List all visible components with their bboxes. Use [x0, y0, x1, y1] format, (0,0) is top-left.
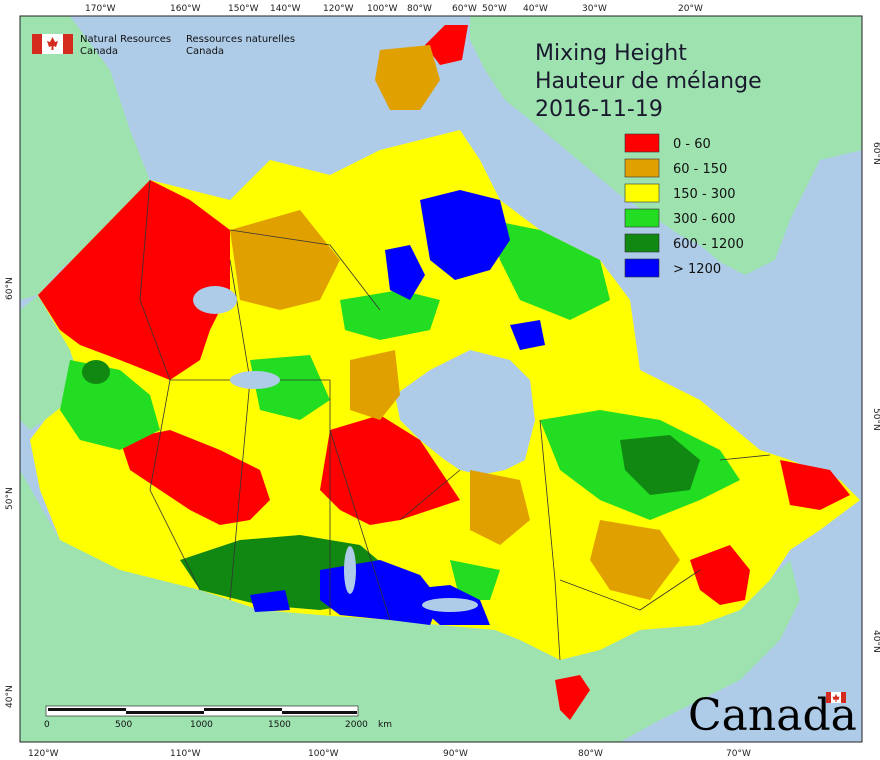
title-date: 2016-11-19	[535, 97, 663, 122]
map-border	[19, 15, 863, 743]
red-ontario	[320, 415, 460, 525]
legend-swatch	[624, 208, 660, 228]
hudson-bay	[395, 350, 535, 475]
alaska	[20, 16, 150, 300]
legend-swatch	[624, 133, 660, 153]
red-nb-ns	[690, 545, 750, 605]
right-tick-labels: 60°N 50°N 40°N	[871, 142, 880, 653]
left-tick-labels: 60°N 50°N 40°N	[5, 277, 15, 708]
orange-quebec-south	[590, 520, 680, 600]
bottom-tick: 120°W	[28, 749, 59, 759]
wordmark-flag-icon	[826, 692, 846, 703]
bottom-tick: 80°W	[578, 749, 603, 759]
left-tick: 60°N	[5, 277, 15, 300]
green-nwt	[250, 355, 330, 420]
green-bc	[60, 360, 160, 450]
provincial-borders	[139, 179, 771, 661]
legend-label: 60 - 150	[673, 162, 727, 177]
blue-baffin	[420, 190, 510, 280]
agency-header: Natural Resources Canada Ressources natu…	[32, 34, 295, 57]
right-tick: 40°N	[871, 630, 880, 653]
left-tick: 40°N	[5, 685, 15, 708]
map-title: Mixing Height Hauteur de mélange 2016-11…	[535, 41, 762, 122]
legend-label: 150 - 300	[673, 187, 736, 202]
left-tick: 50°N	[5, 487, 15, 510]
top-tick: 140°W	[270, 4, 301, 14]
agency-en-line1: Natural Resources	[80, 34, 171, 45]
top-tick: 40°W	[523, 4, 548, 14]
blue-bc-south	[250, 590, 290, 612]
orange-arctic	[375, 45, 440, 110]
great-bear-lake	[193, 286, 237, 314]
bottom-tick: 90°W	[443, 749, 468, 759]
scale-bar: 0 500 1000 1500 2000 km	[44, 705, 392, 730]
agency-fr-line1: Ressources naturelles	[186, 34, 295, 45]
green-south-ontario	[450, 560, 500, 600]
top-tick: 150°W	[228, 4, 259, 14]
top-tick: 50°W	[482, 4, 507, 14]
legend-swatch	[624, 158, 660, 178]
top-tick-labels: 170°W 160°W 150°W 140°W 120°W 100°W 80°W…	[85, 4, 703, 14]
lake-winnipeg	[344, 546, 356, 594]
lake-superior	[422, 598, 478, 612]
bottom-tick: 100°W	[308, 749, 339, 759]
canada-flag-icon	[32, 34, 73, 54]
blue-arctic-island	[385, 245, 425, 300]
top-tick: 80°W	[407, 4, 432, 14]
scale-unit: km	[378, 720, 392, 730]
legend-label: > 1200	[673, 262, 721, 277]
right-tick: 50°N	[871, 408, 880, 431]
agency-en-line2: Canada	[80, 46, 118, 57]
legend: 0 - 60 60 - 150 150 - 300 300 - 600 600 - 12…	[624, 133, 744, 278]
scale-label: 0	[44, 720, 50, 730]
agency-fr-line2: Canada	[186, 46, 224, 57]
top-tick: 120°W	[323, 4, 354, 14]
title-en: Mixing Height	[535, 41, 687, 66]
legend-swatch	[624, 233, 660, 253]
blue-foxe	[510, 320, 545, 350]
scale-label: 2000	[345, 720, 368, 730]
top-tick: 160°W	[170, 4, 201, 14]
greenland	[470, 16, 862, 275]
scale-label: 1500	[268, 720, 291, 730]
scale-label: 1000	[190, 720, 213, 730]
top-tick: 30°W	[582, 4, 607, 14]
bottom-tick: 70°W	[726, 749, 751, 759]
orange-nwt-strip	[230, 210, 340, 310]
darkgreen-quebec	[620, 435, 700, 495]
red-ellesmere	[425, 25, 468, 65]
right-tick: 60°N	[871, 142, 880, 165]
red-prairies	[120, 430, 270, 525]
top-tick: 170°W	[85, 4, 116, 14]
orange-manitoba	[350, 350, 400, 420]
great-slave-lake	[230, 371, 280, 389]
red-sw-ontario	[555, 675, 590, 720]
legend-swatch	[624, 258, 660, 278]
legend-swatch	[624, 183, 660, 203]
scale-label: 500	[115, 720, 132, 730]
top-tick: 100°W	[367, 4, 398, 14]
green-arctic-islands	[340, 290, 440, 340]
top-tick: 20°W	[678, 4, 703, 14]
bottom-tick: 110°W	[170, 749, 201, 759]
title-fr: Hauteur de mélange	[535, 69, 762, 94]
green-baffin	[490, 220, 610, 320]
legend-label: 300 - 600	[673, 212, 736, 227]
darkgreen-bc-spot	[82, 360, 110, 384]
canada-wordmark: Canada	[688, 690, 857, 741]
legend-label: 600 - 1200	[673, 237, 744, 252]
legend-label: 0 - 60	[673, 137, 711, 152]
red-yukon-nwt	[38, 180, 230, 380]
orange-ontario-north	[470, 470, 530, 545]
red-nfld	[780, 460, 850, 510]
top-tick: 60°W	[452, 4, 477, 14]
bottom-tick-labels: 120°W 110°W 100°W 90°W 80°W 70°W	[28, 749, 751, 759]
usa	[20, 470, 800, 742]
